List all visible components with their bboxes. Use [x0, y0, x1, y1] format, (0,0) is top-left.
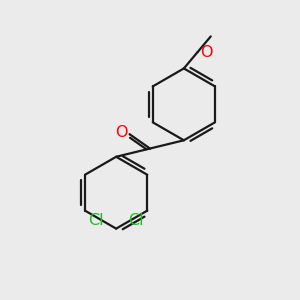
Text: O: O: [115, 125, 128, 140]
Text: Cl: Cl: [88, 213, 104, 228]
Text: O: O: [200, 45, 213, 60]
Text: Cl: Cl: [128, 213, 144, 228]
